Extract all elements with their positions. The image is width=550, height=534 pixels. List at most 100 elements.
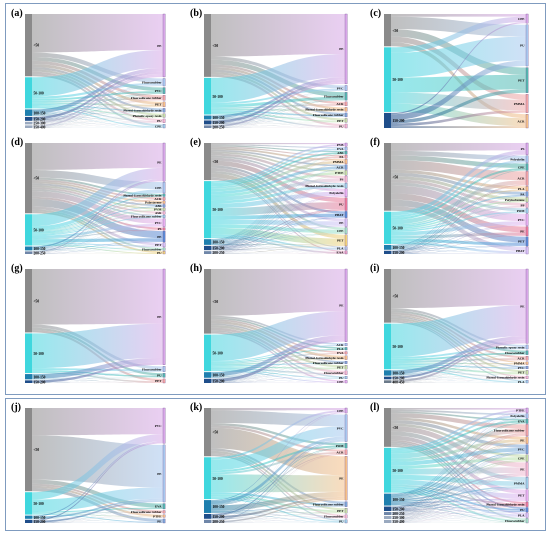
source-node — [384, 447, 391, 493]
target-node — [344, 456, 348, 501]
source-node — [384, 408, 391, 447]
target-node — [162, 503, 166, 510]
sankey-flow — [32, 241, 163, 251]
sankey-flow — [211, 14, 345, 57]
panel-label: (f) — [370, 137, 380, 148]
target-label: PVC — [155, 424, 162, 428]
source-label: 150-200 — [213, 121, 225, 125]
sankey-flow — [211, 233, 345, 254]
sankey-flow — [391, 415, 526, 452]
sankey-flow — [391, 433, 526, 497]
sankey-flow — [391, 374, 526, 383]
sankey-flow — [391, 74, 526, 93]
target-label: PA — [339, 155, 344, 159]
sankey-flow — [211, 149, 345, 240]
sankey-flow — [391, 510, 526, 512]
sankey-svg: <50 50-100 150-200 CPE PU PET PMMA ACR — [384, 13, 529, 129]
sankey-flow — [211, 506, 345, 519]
target-node — [162, 108, 166, 113]
sankey-flow — [211, 327, 345, 374]
sankey-flow — [32, 517, 163, 523]
target-label: Phenol-formaldehyde resin — [486, 376, 524, 380]
sankey-panel: <50 50-100 100-150 150-200 200-250 PE PVC Fluor… — [188, 8, 363, 131]
sankey-flow — [391, 435, 526, 513]
sankey-flow — [32, 246, 163, 254]
sankey-flow — [391, 150, 526, 216]
target-node — [525, 501, 529, 507]
sankey-flow — [32, 243, 163, 251]
sankey-flow — [211, 512, 345, 523]
source-label: 200-250 — [213, 251, 225, 255]
sankey-panel: <50 50-100 150-200 CPE PU PET PMMA ACR (c) — [368, 8, 544, 131]
target-node — [525, 361, 529, 365]
sankey-flow — [211, 250, 345, 254]
sankey-flow — [211, 210, 345, 253]
sankey-flow — [391, 89, 526, 124]
target-node — [525, 344, 529, 350]
source-label: 100-150 — [34, 247, 46, 251]
source-node — [204, 115, 211, 120]
sankey-flow — [211, 439, 345, 516]
source-label: <50 — [34, 448, 40, 452]
sankey-flow — [391, 374, 526, 376]
target-label: PET — [155, 379, 162, 383]
source-node — [204, 457, 211, 500]
sankey-flow — [32, 209, 163, 234]
target-label: Phenolic epoxy resin — [133, 114, 162, 118]
sankey-flow — [391, 305, 526, 357]
source-label: 50-100 — [34, 91, 44, 95]
sankey-flow — [391, 110, 526, 127]
target-node — [162, 407, 166, 444]
sankey-flow — [391, 368, 526, 376]
sankey-flow — [391, 375, 526, 379]
sankey-flow — [32, 85, 163, 128]
source-node — [204, 519, 211, 523]
sankey-flow — [211, 425, 345, 452]
panel-label: (h) — [190, 263, 203, 274]
sankey-flow — [32, 167, 163, 227]
sankey-flow — [391, 423, 526, 517]
sankey-flow — [211, 233, 345, 244]
target-node — [344, 351, 348, 355]
target-label: ACR — [336, 102, 344, 106]
source-label: 50-100 — [34, 352, 44, 356]
sankey-flow — [32, 111, 163, 121]
sankey-panel: <50 50-100 100-150 150-200 250-300 350-400 PE F… — [9, 8, 181, 131]
sankey-flow — [211, 518, 345, 523]
sankey-flow — [211, 146, 345, 247]
sankey-flow — [391, 487, 526, 510]
target-node — [162, 227, 166, 231]
sankey-flow — [211, 447, 345, 505]
sankey-flow — [211, 370, 345, 383]
sankey-flow — [391, 506, 526, 511]
target-node — [525, 142, 529, 155]
sankey-flow — [32, 507, 163, 513]
sankey-flow — [32, 93, 163, 128]
sankey-flow — [391, 212, 526, 248]
target-node — [344, 442, 348, 449]
source-label: 150-200 — [393, 507, 405, 511]
sankey-flow — [391, 511, 526, 523]
sankey-flow — [211, 491, 345, 511]
target-node — [162, 373, 166, 378]
target-label: PE — [157, 44, 162, 48]
target-node — [344, 107, 348, 112]
target-node — [344, 154, 348, 159]
sankey-flow — [32, 111, 163, 125]
source-label: <50 — [393, 175, 399, 179]
sankey-flow — [32, 192, 163, 253]
sankey-flow — [32, 67, 163, 114]
target-label: PMMA — [514, 102, 525, 106]
sankey-flow — [391, 364, 526, 379]
sankey-flow — [391, 162, 526, 252]
sankey-flow — [211, 144, 345, 149]
sankey-flow — [391, 503, 526, 507]
sankey-flow — [391, 500, 526, 523]
sankey-flow — [211, 152, 345, 187]
sankey-flow — [32, 85, 163, 124]
sankey-flow — [211, 338, 345, 382]
flows — [32, 408, 163, 523]
sankey-flow — [211, 146, 345, 252]
sankey-flow — [391, 423, 526, 513]
target-node — [525, 518, 529, 524]
